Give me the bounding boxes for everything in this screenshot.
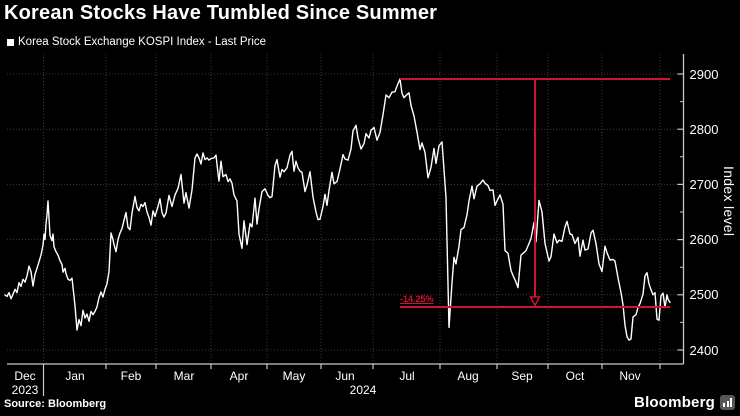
y-axis-tick-label: 2400 xyxy=(689,342,719,358)
x-axis-month-label: Oct xyxy=(565,369,585,383)
y-axis-title: Index level xyxy=(721,166,737,237)
chart-title: Korean Stocks Have Tumbled Since Summer xyxy=(4,2,438,24)
legend-label: Korea Stock Exchange KOSPI Index - Last … xyxy=(18,36,267,48)
x-axis-month-label: Jul xyxy=(399,369,415,383)
legend: Korea Stock Exchange KOSPI Index - Last … xyxy=(7,36,266,48)
legend-swatch-icon xyxy=(7,38,14,46)
x-axis-month-label: Aug xyxy=(457,369,479,383)
x-axis-month-label: Apr xyxy=(229,369,249,383)
decline-percentage-label: -14.25% xyxy=(400,294,434,304)
x-axis-month-label: May xyxy=(282,369,306,383)
kospi-price-line xyxy=(4,78,671,341)
x-axis-year-label: 2024 xyxy=(349,383,377,397)
x-axis-month-label: Jun xyxy=(335,369,355,383)
x-axis-year-label: 2023 xyxy=(11,383,39,397)
x-axis-month-label: Feb xyxy=(120,369,142,383)
bar-chart-icon xyxy=(720,395,735,410)
x-axis-month-label: Nov xyxy=(619,369,641,383)
y-axis-tick-label: 2900 xyxy=(689,66,719,82)
bloomberg-logo-text: Bloomberg xyxy=(634,394,715,411)
y-axis-tick-label: 2800 xyxy=(689,121,719,137)
x-axis-month-label: Sep xyxy=(511,369,533,383)
y-axis-tick-label: 2700 xyxy=(689,176,719,192)
bloomberg-logo: Bloomberg xyxy=(634,394,735,411)
x-axis-month-label: Mar xyxy=(173,369,195,383)
x-axis-month-label: Jan xyxy=(65,369,85,383)
source-label: Source: Bloomberg xyxy=(4,398,107,410)
x-axis-month-label: Dec xyxy=(14,369,36,383)
annotation-arrowhead-icon xyxy=(529,296,541,308)
y-axis-tick-label: 2500 xyxy=(689,287,719,303)
y-axis-tick-label: 2600 xyxy=(689,232,719,248)
